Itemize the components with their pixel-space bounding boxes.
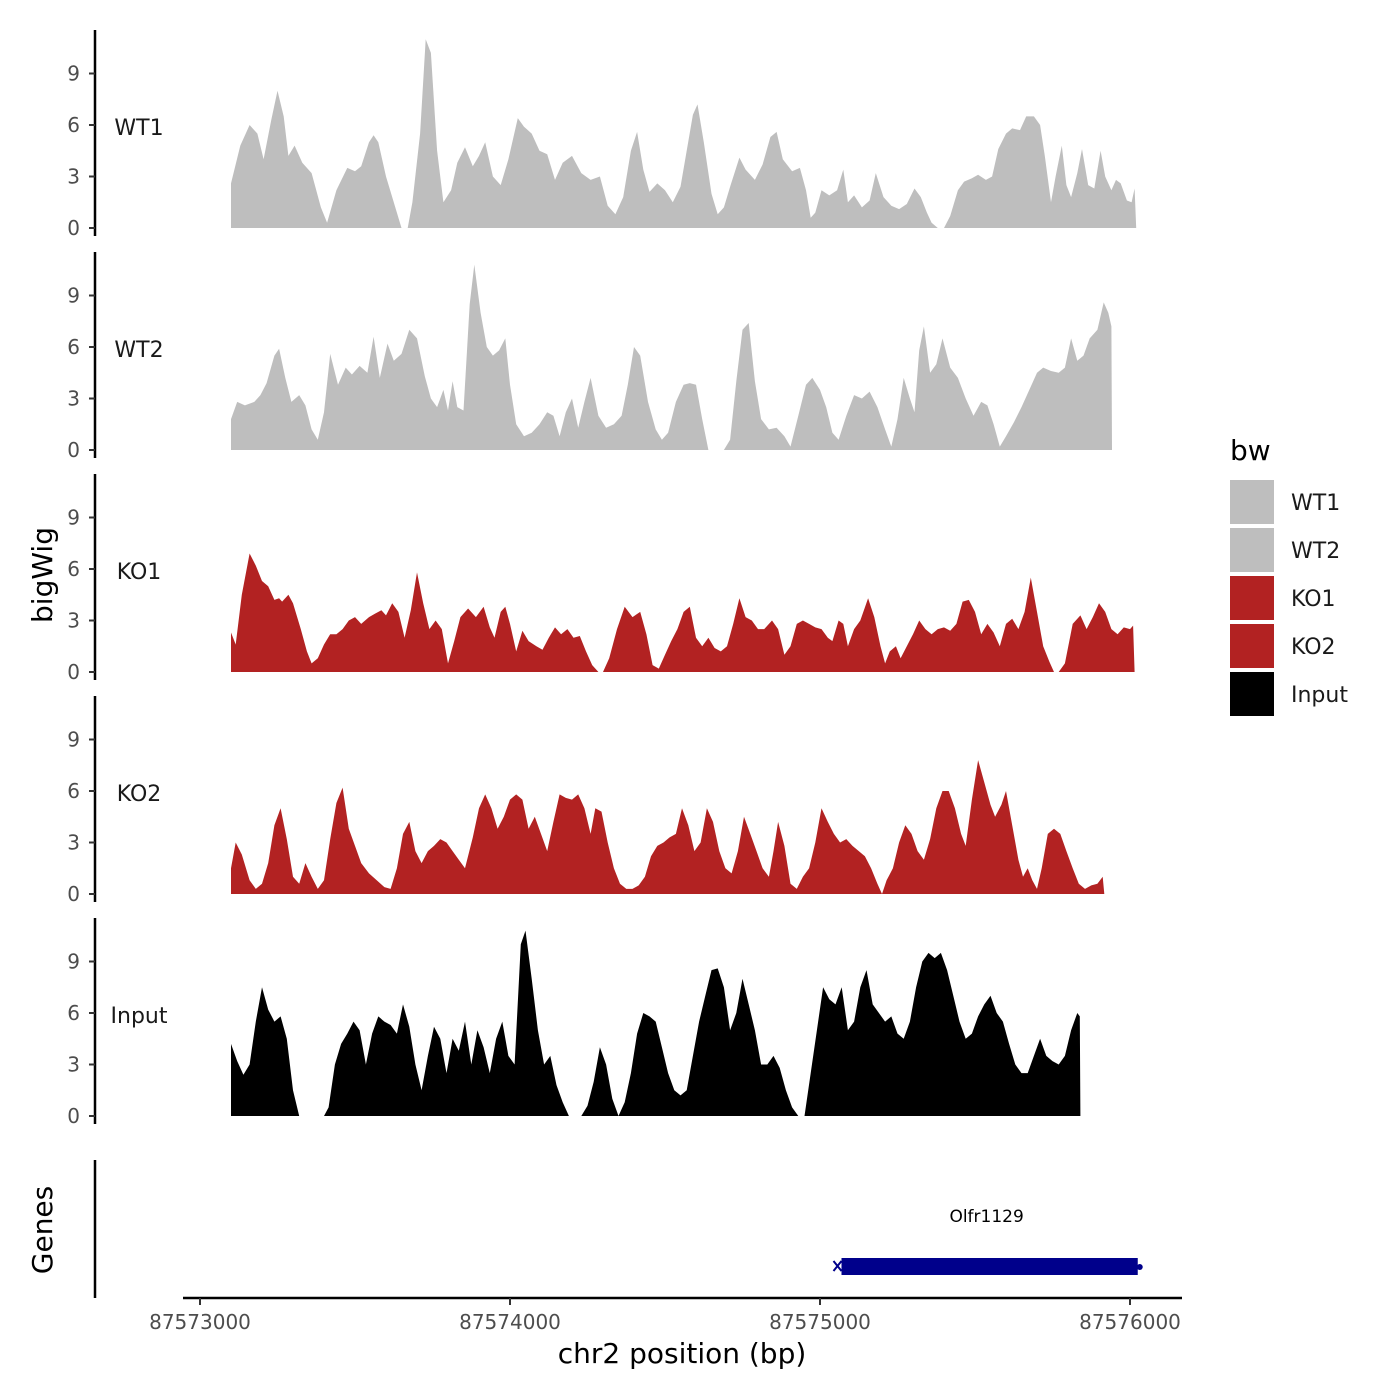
coverage-area-input [231, 930, 1081, 1116]
x-tick-label: 87573000 [149, 1310, 251, 1334]
genes-axis-title: Genes [26, 1186, 59, 1274]
legend-swatch-wt2 [1230, 528, 1274, 572]
gene-track: Olfr1129 [93, 1160, 1143, 1298]
bigwig-tracks: 0 3 6 9 WT1 0 3 6 9 WT2 0 3 6 9 KO1 0 3 6 9 KO2 0 3 6 9 Input [67, 30, 1137, 1128]
x-tick-label: 87574000 [459, 1310, 561, 1334]
y-axis-title: bigWig [26, 527, 59, 623]
track-input: 0 3 6 9 Input [67, 918, 1081, 1128]
y-tick-label: 3 [67, 387, 80, 411]
y-tick-label: 9 [67, 950, 80, 974]
legend: bw WT1 WT2 KO1 KO2 Input [1230, 434, 1348, 716]
legend-swatch-ko2 [1230, 624, 1274, 668]
y-tick-label: 6 [67, 557, 80, 581]
legend-swatch-ko1 [1230, 576, 1274, 620]
y-tick-label: 9 [67, 506, 80, 530]
coverage-area-wt2 [231, 264, 1112, 450]
track-label: WT2 [114, 338, 163, 363]
y-tick-label: 3 [67, 609, 80, 633]
coverage-area-ko1 [231, 553, 1135, 672]
coverage-area-ko2 [231, 760, 1105, 894]
legend-label-ko2: KO2 [1291, 635, 1336, 660]
legend-swatch-input [1230, 672, 1274, 716]
x-tick-label: 87576000 [1079, 1310, 1181, 1334]
track-wt1: 0 3 6 9 WT1 [67, 30, 1137, 240]
y-tick-label: 6 [67, 779, 80, 803]
y-tick-label: 9 [67, 728, 80, 752]
y-tick-label: 3 [67, 1053, 80, 1077]
y-tick-label: 6 [67, 1001, 80, 1025]
y-tick-label: 0 [67, 216, 80, 240]
track-label: KO2 [117, 782, 162, 807]
track-label: KO1 [117, 560, 162, 585]
x-tick-label: 87575000 [769, 1310, 871, 1334]
gene-strand-marker-icon [832, 1260, 843, 1272]
y-tick-label: 0 [67, 660, 80, 684]
track-ko1: 0 3 6 9 KO1 [67, 474, 1135, 684]
legend-label-input: Input [1291, 683, 1348, 708]
y-tick-label: 6 [67, 335, 80, 359]
y-tick-label: 9 [67, 284, 80, 308]
legend-title: bw [1230, 434, 1271, 467]
gene-body [841, 1258, 1138, 1275]
track-label: Input [111, 1004, 168, 1029]
x-axis: 87573000 87574000 87575000 87576000 [149, 1296, 1182, 1334]
track-label: WT1 [114, 116, 163, 141]
y-tick-label: 3 [67, 165, 80, 189]
legend-label-wt1: WT1 [1291, 491, 1340, 516]
y-tick-label: 0 [67, 438, 80, 462]
legend-label-ko1: KO1 [1291, 587, 1336, 612]
y-tick-label: 3 [67, 831, 80, 855]
legend-swatch-wt1 [1230, 480, 1274, 524]
track-ko2: 0 3 6 9 KO2 [67, 696, 1105, 906]
coverage-area-wt1 [231, 39, 1137, 229]
track-wt2: 0 3 6 9 WT2 [67, 252, 1112, 462]
y-tick-label: 9 [67, 62, 80, 86]
legend-label-wt2: WT2 [1291, 539, 1340, 564]
gene-label: Olfr1129 [949, 1207, 1023, 1227]
gene-end-marker [1136, 1264, 1143, 1270]
y-tick-label: 0 [67, 882, 80, 906]
y-tick-label: 6 [67, 113, 80, 137]
y-tick-label: 0 [67, 1104, 80, 1128]
x-axis-title: chr2 position (bp) [558, 1337, 807, 1370]
